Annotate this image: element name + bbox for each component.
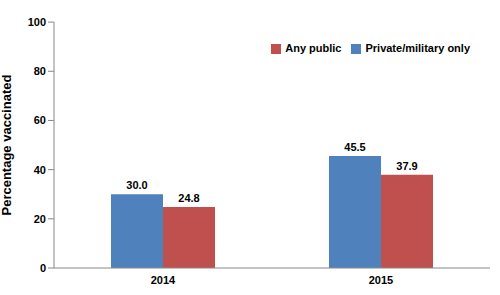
- svg-text:80: 80: [34, 65, 46, 77]
- html-text:Any public: Any public: [285, 42, 342, 54]
- html-text:Private/military only: Private/military only: [365, 42, 470, 54]
- svg-text:60: 60: [34, 114, 46, 126]
- svg-text:30.0: 30.0: [126, 179, 147, 191]
- svg-text:37.9: 37.9: [396, 160, 417, 172]
- svg-text:Percentage vaccinated: Percentage vaccinated: [8, 75, 14, 216]
- svg-text:100: 100: [28, 16, 46, 28]
- svg-text:40: 40: [34, 164, 46, 176]
- svg-text:0: 0: [40, 262, 46, 274]
- svg-text:2015: 2015: [369, 274, 393, 286]
- svg-text:20: 20: [34, 213, 46, 225]
- svg-text:45.5: 45.5: [344, 141, 365, 153]
- svg-text:24.8: 24.8: [178, 192, 199, 204]
- svg-text:2014: 2014: [151, 274, 176, 286]
